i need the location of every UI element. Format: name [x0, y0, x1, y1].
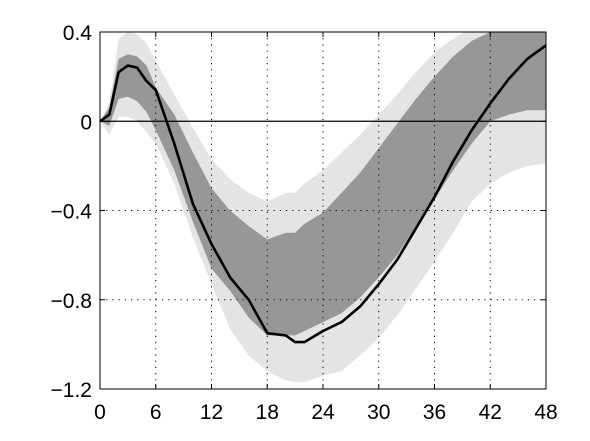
x-tick-label: 42: [479, 401, 502, 424]
y-tick-label: −1.2: [51, 379, 92, 402]
median-series-line: [100, 44, 546, 344]
x-tick-label: 48: [534, 401, 557, 424]
y-axis-tick-labels: −1.2 −0.8 −0.4 0 0.4: [51, 22, 93, 402]
x-tick-label: 36: [423, 401, 446, 424]
axis-ticks: [99, 31, 547, 390]
y-tick-label: −0.4: [51, 201, 93, 224]
x-tick-label: 6: [150, 401, 162, 424]
x-axis-tick-labels: 0 6 12 18 24 30 36 42 48: [94, 401, 558, 424]
x-tick-label: 12: [200, 401, 223, 424]
x-tick-label: 0: [94, 401, 106, 424]
y-tick-label: 0.4: [63, 22, 93, 45]
band-68-area: [100, 32, 546, 336]
plot-area: [99, 31, 547, 390]
x-tick-label: 18: [256, 401, 279, 424]
x-tick-label: 30: [367, 401, 390, 424]
y-tick-label: 0: [80, 111, 92, 134]
x-tick-label: 24: [311, 401, 335, 424]
y-tick-label: −0.8: [51, 290, 92, 313]
